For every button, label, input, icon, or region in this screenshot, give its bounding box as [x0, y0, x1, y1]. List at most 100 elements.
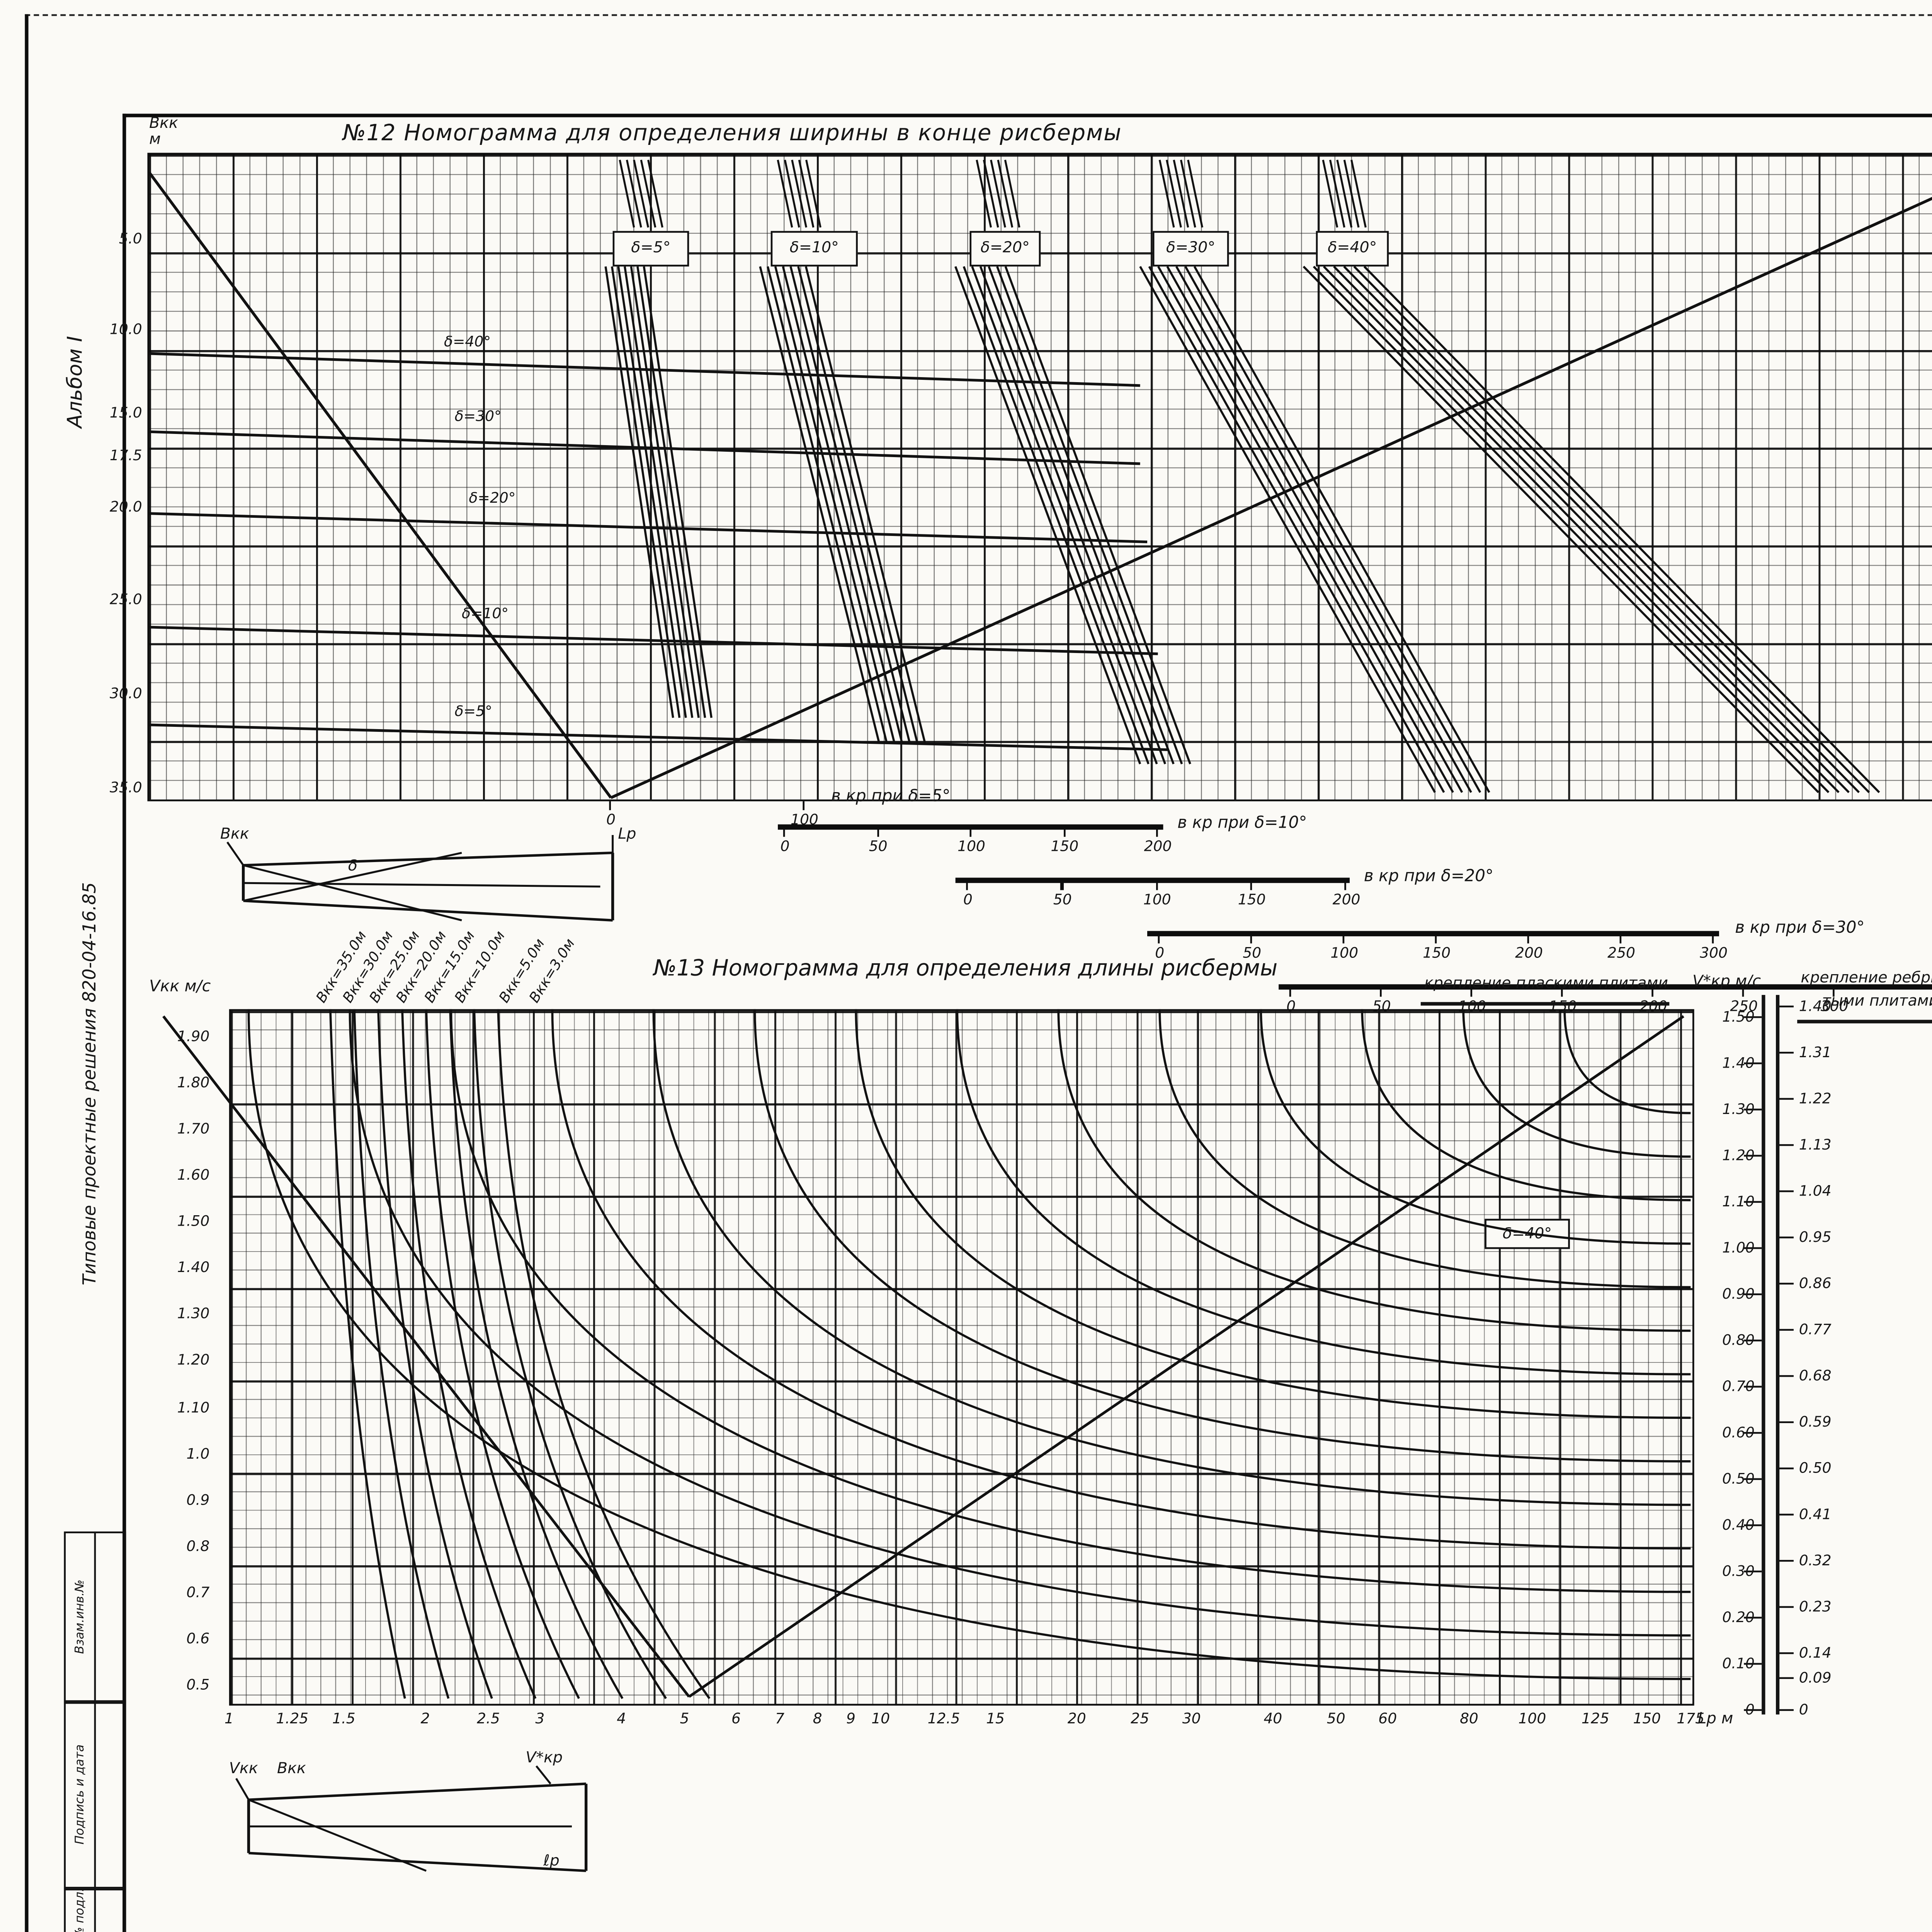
- scale-tick: 50: [1243, 943, 1262, 961]
- scale-tick-mark: [1435, 934, 1437, 943]
- n13-x-tick: 3: [535, 1709, 545, 1727]
- n12-y-tick: 10.0: [109, 320, 142, 338]
- vkr-ribbed-tickmark: [1776, 1282, 1794, 1285]
- nomogram13-grid: [229, 1009, 1694, 1706]
- n13-y-tick: 1.10: [177, 1397, 210, 1415]
- n13-x-tick: 6: [731, 1709, 741, 1727]
- vkr-flat-tickmark: [1744, 1478, 1762, 1480]
- vkr-ribbed-tickmark: [1776, 1236, 1794, 1239]
- nomogram12-title: №12 Номограмма для определения ширины в …: [343, 119, 1122, 146]
- scale-tick-mark: [609, 801, 612, 810]
- vkr-flat-tickmark: [1744, 1709, 1762, 1711]
- scale-tick: 100: [1330, 943, 1359, 961]
- n13-x-tick: 80: [1459, 1709, 1478, 1727]
- scale-tick: 300: [1820, 997, 1849, 1015]
- inset1-delta-label: δ: [348, 858, 358, 876]
- scale-tick-mark: [1651, 988, 1654, 996]
- vkr-flat-tickmark: [1744, 1663, 1762, 1665]
- scale-bar: [1279, 984, 1932, 989]
- nomogram13-title: №13 Номограмма для определения длины рис…: [653, 954, 1278, 981]
- n13-x-tick: 25: [1131, 1709, 1150, 1727]
- n12-fan-label: δ=10°: [461, 604, 509, 622]
- scale-bar: [955, 878, 1350, 883]
- scale-tick: 50: [869, 837, 888, 855]
- vkr-ribbed-tick: 0.86: [1799, 1274, 1832, 1292]
- scale-tick-mark: [1156, 828, 1158, 836]
- vkr-flat-tick: 1.50: [1722, 1007, 1755, 1026]
- vkr-ribbed-tickmark: [1776, 1052, 1794, 1054]
- vkr-flat-tick: 1.30: [1722, 1100, 1755, 1118]
- inset2-bkk-label: Вкк: [277, 1760, 306, 1779]
- scale-tick-mark: [1250, 881, 1253, 889]
- vkr-flat-tick: 0.70: [1722, 1377, 1755, 1395]
- vkr-scale-bar-2: [1776, 995, 1779, 1715]
- n12-fan-label: δ=40°: [444, 332, 491, 350]
- scale-tick: 150: [1238, 890, 1266, 908]
- nomogram13-y-axis-label: Vкк м/с: [149, 979, 211, 997]
- n13-x-tick: 7: [775, 1709, 784, 1727]
- vkr-ribbed-tick: 0.23: [1799, 1597, 1832, 1615]
- scale-tick-mark: [1342, 934, 1345, 943]
- vkr-flat-tick: 1.20: [1722, 1146, 1755, 1164]
- vkr-ribbed-tickmark: [1776, 1677, 1794, 1679]
- scale-tick: 250: [1607, 943, 1636, 961]
- vkr-flat-tickmark: [1744, 1016, 1762, 1019]
- n12-delta-box: δ=30°: [1152, 231, 1229, 267]
- scale-bar: [778, 824, 1163, 829]
- n12-fan-label: δ=20°: [469, 488, 516, 507]
- vkr-flat-tick: 0.50: [1722, 1469, 1755, 1487]
- scale-tick-mark: [783, 828, 786, 836]
- nomogram13-x-axis-unit: Lр м: [1697, 1711, 1733, 1729]
- vkr-ribbed-tick: 0.41: [1799, 1505, 1832, 1523]
- n13-x-tick: 150: [1633, 1709, 1661, 1727]
- outer-frame-left: [25, 14, 28, 1932]
- n13-y-tick: 0.6: [186, 1629, 210, 1647]
- vkr-ribbed-tick: 0: [1799, 1700, 1808, 1718]
- vkr-flat-tick: 0.90: [1722, 1284, 1755, 1303]
- vkr-flat-tickmark: [1744, 1201, 1762, 1203]
- n13-x-tick: 60: [1378, 1709, 1397, 1727]
- scale-label: в кр при δ=10°: [1177, 813, 1307, 833]
- n13-y-tick: 0.9: [186, 1490, 210, 1508]
- nomogram12-y-axis-label: Вкк м: [149, 115, 178, 150]
- n12-y-tick: 25.0: [109, 590, 142, 608]
- scale-tick-mark: [1833, 988, 1835, 996]
- inner-frame-top: [122, 114, 1932, 118]
- n13-x-tick: 30: [1182, 1709, 1201, 1727]
- vkr-flat-tickmark: [1744, 1155, 1762, 1157]
- vkr-ribbed-tick: 1.40: [1799, 997, 1832, 1015]
- n13-y-tick: 0.8: [186, 1536, 210, 1554]
- n13-x-tick: 1: [224, 1709, 234, 1727]
- n13-y-tick: 1.30: [177, 1304, 210, 1323]
- vkr-flat-tickmark: [1744, 1247, 1762, 1250]
- vkr-flat-tickmark: [1744, 1524, 1762, 1527]
- n13-x-tick: 10: [871, 1709, 890, 1727]
- n13-x-tick: 125: [1581, 1709, 1609, 1727]
- vkr-scale-bar: [1762, 995, 1765, 1715]
- inset2-vkk-label: Vкк: [229, 1760, 258, 1779]
- vkr-ribbed-tick: 1.13: [1799, 1135, 1832, 1153]
- n13-x-tick: 1.25: [276, 1709, 309, 1727]
- scale-tick: 100: [957, 837, 985, 855]
- n12-fan-label: δ=30°: [454, 406, 502, 425]
- vkr-ribbed-tick: 0.09: [1799, 1668, 1832, 1686]
- vkr-flat-tick: 1.00: [1722, 1238, 1755, 1256]
- vkr-ribbed-tickmark: [1776, 1467, 1794, 1470]
- vkr-flat-tick: 0.20: [1722, 1608, 1755, 1626]
- scale-tick-mark: [1712, 934, 1714, 943]
- sidebar-cell-text: Взам.инв.№: [73, 1578, 87, 1653]
- vkr-flat-tickmark: [1744, 1617, 1762, 1619]
- scale-tick-mark: [1158, 934, 1160, 943]
- vkr-ribbed-tick: 1.22: [1799, 1089, 1832, 1107]
- top-dashed-border: [25, 14, 1932, 16]
- vkr-flat-tickmark: [1744, 1109, 1762, 1111]
- scale-label: в кр при δ=20°: [1364, 867, 1494, 887]
- scale-tick: 0: [780, 837, 790, 855]
- scale-label: в кр при δ=30°: [1735, 918, 1865, 938]
- n13-y-tick: 1.70: [177, 1119, 210, 1138]
- vkr-ribbed-tickmark: [1776, 1709, 1794, 1711]
- scale-label: в кр при δ=5°: [831, 787, 951, 807]
- scale-tick-mark: [803, 801, 805, 810]
- n13-x-tick: 5: [680, 1709, 689, 1727]
